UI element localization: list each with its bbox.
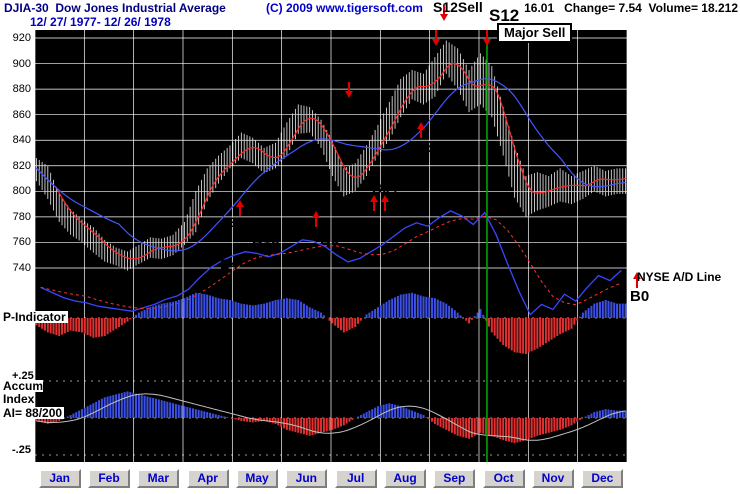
signal-label-b15: B15 [426,139,456,156]
price-axis-label-920: 920 [12,32,31,44]
signal-label-b04: B04 [372,180,398,196]
month-button-aug[interactable]: Aug [384,469,426,488]
signal-label-b5: B5 [320,231,340,248]
signal-arrows [236,5,641,288]
signal-label-b4: B4 [220,256,238,272]
price-axis-label-820: 820 [12,159,31,172]
price-axis-label-900: 900 [12,57,31,70]
sell-arrow-icon [440,14,448,21]
month-button-sep[interactable]: Sep [433,469,476,488]
nyse-ad-line-label: NYSE A/D Line [637,270,722,284]
sell-arrow-icon [345,91,353,98]
accum-scale-minus: -.25 [12,444,31,456]
month-button-oct[interactable]: Oct [482,469,525,488]
major-sell-flag: Major Sell [497,23,573,44]
accum-label: Accum [3,379,44,393]
month-button-jan[interactable]: Jan [38,469,81,488]
month-button-nov[interactable]: Nov [532,469,574,488]
nyse-ad-line [40,210,622,316]
month-button-may[interactable]: May [236,469,278,488]
sell-arrow-icon [483,39,491,46]
month-button-feb[interactable]: Feb [88,469,130,488]
buy-arrow-icon [633,272,641,279]
signal-label-s12sell: S12Sell [433,0,483,15]
signal-label-b0: B0 [630,288,650,305]
accum-scale-plus: +.25 [12,370,34,382]
signal-label-b4: B4 [228,214,246,230]
month-button-jul[interactable]: Jul [334,469,377,488]
price-axis-label-860: 860 [12,108,31,121]
month-button-jun[interactable]: Jun [285,469,328,488]
chart-title: DJIA-30 Dow Jones Industrial Average [4,1,226,15]
price-axis-label-740: 740 [12,262,31,274]
month-button-apr[interactable]: Apr [186,469,229,488]
buy-arrow-icon [417,122,425,129]
quote-readout: 16.01 Change= 7.54 Volume= 18.212 [524,1,738,15]
month-button-dec[interactable]: Dec [581,469,624,488]
buy-arrow-icon [370,195,378,202]
moving-average-lines [35,62,626,260]
price-axis-label-880: 880 [12,83,31,96]
p-indicator-label: P-Indicator [1,310,68,324]
price-axis-label-760: 760 [12,236,31,249]
index-label: Index [3,392,35,406]
month-button-mar[interactable]: Mar [137,469,180,488]
copyright-text: (C) 2009 www.tigersoft.com [266,1,423,15]
buy-arrow-icon [312,211,320,218]
buy-arrow-icon [236,200,244,207]
signal-label-s12-top: S12 [489,6,520,25]
sell-arrow-icon [432,39,440,46]
price-axis-label-800: 800 [12,185,31,198]
signal-label-s12: S12 [350,63,379,80]
ai-reading: AI= 88/200 [1,406,65,420]
signal-label-b18: B18 [252,231,280,248]
date-range: 12/ 27/ 1977- 12/ 26/ 1978 [30,15,171,29]
buy-arrow-icon [381,195,389,202]
price-axis-label-840: 840 [12,134,31,147]
p-indicator-histogram [35,292,627,354]
price-axis-label-780: 780 [12,210,31,223]
